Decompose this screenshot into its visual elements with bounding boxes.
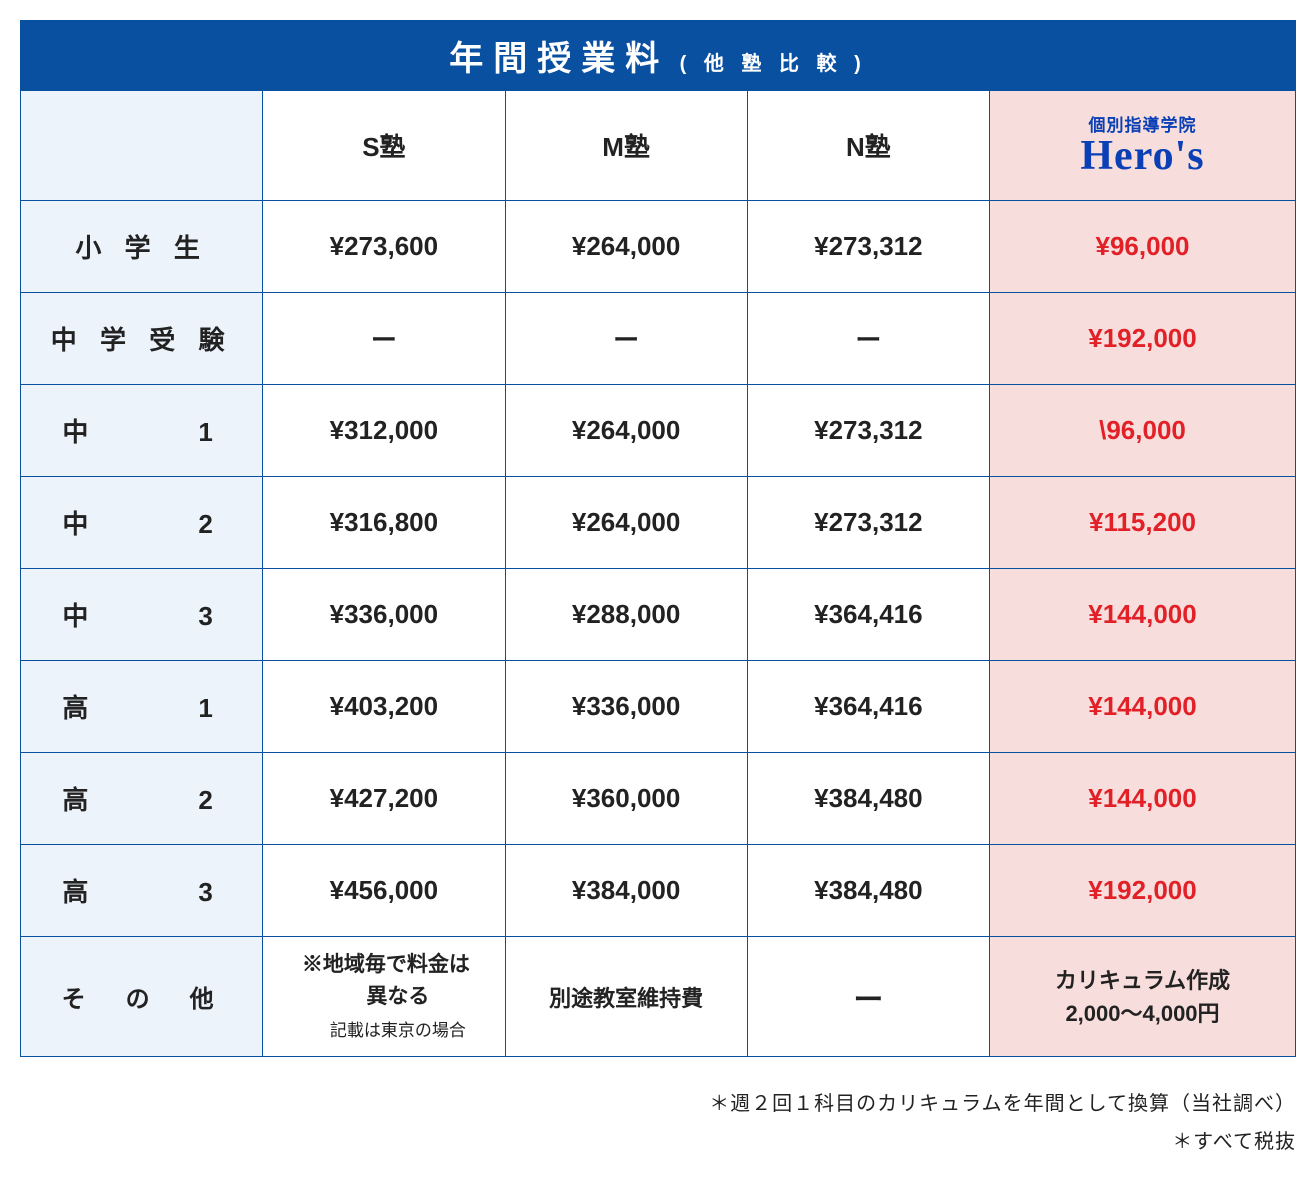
table-row: 中 学 受 験 ー ー ー ¥192,000 [21, 293, 1296, 385]
price-cell: ¥264,000 [505, 201, 747, 293]
price-cell: ¥364,416 [747, 569, 989, 661]
price-cell: ¥288,000 [505, 569, 747, 661]
price-cell: ー [505, 293, 747, 385]
price-cell: ¥403,200 [263, 661, 505, 753]
other-s-line2: 異なる [263, 981, 504, 1013]
price-cell: ー [747, 293, 989, 385]
price-cell: ¥273,312 [747, 385, 989, 477]
row-label: 高 2 [21, 753, 263, 845]
col-header-hero: 個別指導学院 Hero's [990, 91, 1296, 201]
row-label: 高 3 [21, 845, 263, 937]
col-header-m: M塾 [505, 91, 747, 201]
hero-logo-name: Hero's [990, 132, 1295, 180]
table-row: 中 2 ¥316,800 ¥264,000 ¥273,312 ¥115,200 [21, 477, 1296, 569]
col-header-n: N塾 [747, 91, 989, 201]
col-header-empty [21, 91, 263, 201]
other-s-line3: 記載は東京の場合 [263, 1018, 504, 1044]
footnote-2: ＊すべて税抜 [20, 1123, 1296, 1161]
row-label: 中 2 [21, 477, 263, 569]
row-label: 中 1 [21, 385, 263, 477]
other-hero-line1: カリキュラム作成 [1055, 968, 1230, 993]
price-cell: ¥427,200 [263, 753, 505, 845]
header-row: S塾 M塾 N塾 個別指導学院 Hero's [21, 91, 1296, 201]
table-row-other: そ の 他 ※地域毎で料金は 異なる 記載は東京の場合 別途教室維持費 ー カリ… [21, 937, 1296, 1057]
title-sub: ( 他 塾 比 較 ) [680, 53, 867, 75]
table-row: 高 1 ¥403,200 ¥336,000 ¥364,416 ¥144,000 [21, 661, 1296, 753]
price-cell: ー [263, 293, 505, 385]
footnote-1: ＊週２回１科目のカリキュラムを年間として換算（当社調べ） [20, 1085, 1296, 1123]
hero-price-cell: \96,000 [990, 385, 1296, 477]
price-cell: ¥360,000 [505, 753, 747, 845]
hero-price-cell: ¥192,000 [990, 845, 1296, 937]
other-note-s: ※地域毎で料金は 異なる 記載は東京の場合 [263, 937, 505, 1057]
row-label: 高 1 [21, 661, 263, 753]
other-note-hero: カリキュラム作成 2,000〜4,000円 [990, 937, 1296, 1057]
row-label-other: そ の 他 [21, 937, 263, 1057]
hero-price-cell: ¥192,000 [990, 293, 1296, 385]
price-cell: ¥384,480 [747, 753, 989, 845]
table-row: 中 1 ¥312,000 ¥264,000 ¥273,312 \96,000 [21, 385, 1296, 477]
price-cell: ¥384,480 [747, 845, 989, 937]
price-cell: ¥273,312 [747, 477, 989, 569]
price-cell: ¥336,000 [505, 661, 747, 753]
title-row: 年間授業料 ( 他 塾 比 較 ) [21, 21, 1296, 91]
other-note-n: ー [747, 937, 989, 1057]
footnotes: ＊週２回１科目のカリキュラムを年間として換算（当社調べ） ＊すべて税抜 [20, 1085, 1296, 1161]
other-note-m: 別途教室維持費 [505, 937, 747, 1057]
comparison-table-container: 年間授業料 ( 他 塾 比 較 ) S塾 M塾 N塾 個別指導学院 Hero's… [20, 20, 1296, 1161]
hero-price-cell: ¥144,000 [990, 753, 1296, 845]
price-cell: ¥264,000 [505, 385, 747, 477]
hero-price-cell: ¥144,000 [990, 569, 1296, 661]
tuition-comparison-table: 年間授業料 ( 他 塾 比 較 ) S塾 M塾 N塾 個別指導学院 Hero's… [20, 20, 1296, 1057]
hero-price-cell: ¥144,000 [990, 661, 1296, 753]
price-cell: ¥264,000 [505, 477, 747, 569]
table-row: 高 2 ¥427,200 ¥360,000 ¥384,480 ¥144,000 [21, 753, 1296, 845]
price-cell: ¥312,000 [263, 385, 505, 477]
price-cell: ¥273,312 [747, 201, 989, 293]
other-hero-line2: 2,000〜4,000円 [1065, 1001, 1219, 1026]
row-label: 中 3 [21, 569, 263, 661]
title-main: 年間授業料 [449, 40, 669, 78]
hero-price-cell: ¥96,000 [990, 201, 1296, 293]
price-cell: ¥384,000 [505, 845, 747, 937]
other-s-line1: ※地域毎で料金は [263, 949, 504, 981]
price-cell: ¥336,000 [263, 569, 505, 661]
row-label: 小 学 生 [21, 201, 263, 293]
table-row: 小 学 生 ¥273,600 ¥264,000 ¥273,312 ¥96,000 [21, 201, 1296, 293]
col-header-s: S塾 [263, 91, 505, 201]
hero-price-cell: ¥115,200 [990, 477, 1296, 569]
row-label: 中 学 受 験 [21, 293, 263, 385]
price-cell: ¥316,800 [263, 477, 505, 569]
price-cell: ¥364,416 [747, 661, 989, 753]
table-row: 高 3 ¥456,000 ¥384,000 ¥384,480 ¥192,000 [21, 845, 1296, 937]
table-row: 中 3 ¥336,000 ¥288,000 ¥364,416 ¥144,000 [21, 569, 1296, 661]
price-cell: ¥273,600 [263, 201, 505, 293]
table-title: 年間授業料 ( 他 塾 比 較 ) [21, 21, 1296, 91]
price-cell: ¥456,000 [263, 845, 505, 937]
